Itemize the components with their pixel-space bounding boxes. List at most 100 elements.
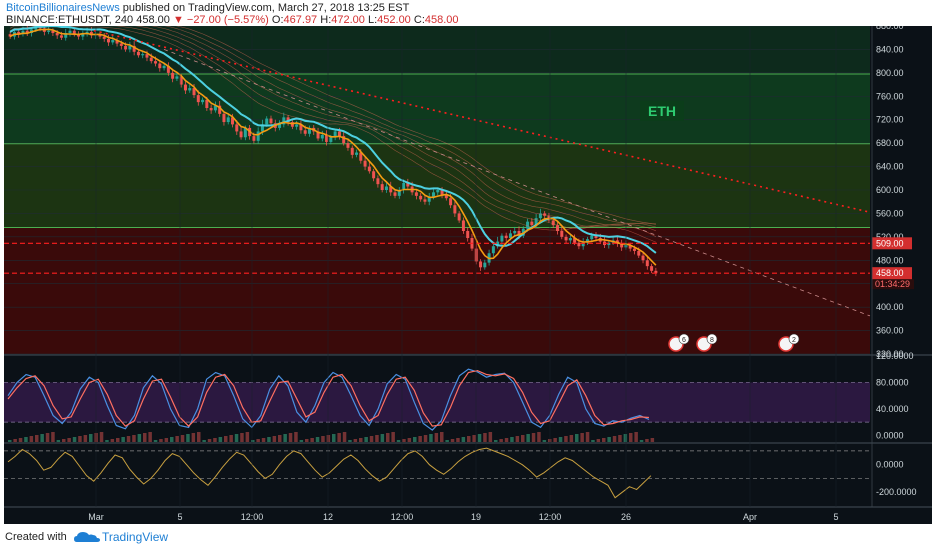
volume-bar [612,436,617,442]
candle-body [654,270,658,274]
candle-body [188,88,192,91]
close-label: C: [413,14,425,26]
candle-body [295,124,299,127]
chart-svg[interactable]: 880.00840.00800.00760.00720.00680.00640.… [4,13,932,524]
price-tick-label: 320.00 [876,349,904,359]
volume-bar [569,435,574,442]
volume-bar [321,436,325,442]
volume-bar [353,439,358,442]
volume-bar [229,435,233,442]
ribbon-line [9,25,657,243]
volume-bar [537,432,541,442]
volume-bar [418,436,422,442]
candle-body [449,198,453,206]
candle-body [21,30,25,35]
candle-body [316,131,320,139]
volume-bar [116,438,120,442]
volume-bar [62,439,66,442]
candle-body [632,248,636,251]
volume-bar [278,435,282,442]
volume-bar [272,436,277,442]
time-tick-label: 26 [621,512,631,522]
candle-body [419,195,423,200]
candle-body [440,190,444,195]
candle-body [551,220,555,226]
candle-body [637,250,641,256]
volume-bar [558,437,563,442]
candle-body [175,76,179,79]
cci-tick-label: 0.0000 [876,460,904,470]
publish-line: BitcoinBillionairesNews published on Tra… [6,2,409,14]
volume-bar [180,435,185,442]
price-tick-label: 400.00 [876,302,904,312]
volume-bar [391,432,395,442]
event-count-badge [706,333,718,345]
volume-bar [413,437,417,442]
volume-bar [29,436,34,442]
volume-bar [369,436,374,442]
symbol-label[interactable]: BINANCE:ETHUSDT, 240 [6,14,134,26]
chart-area[interactable]: 880.00 840.00 800.00 760.00 720.00 680.00 640.… [4,13,932,524]
candle-body [517,231,521,236]
volume-bar [504,438,509,442]
candle-body [590,235,594,240]
volume-bar [337,433,341,442]
candle-body [98,34,102,37]
price-label-box [872,267,912,280]
candle-body [231,117,235,125]
candle-body [252,136,256,141]
published-text: published on TradingView.com, March 27, … [122,2,410,14]
candle-body [205,99,209,108]
price-label-text: 458.00 [876,268,904,278]
volume-bar [526,434,530,442]
time-tick-label: 5 [177,512,182,522]
volume-bar [596,439,601,442]
candle-body [530,221,534,226]
candle-body [51,30,55,34]
candle-body [183,84,187,91]
volume-bar [8,440,12,442]
candle-body [166,65,170,73]
candle-body [226,117,230,123]
tradingview-brand-link[interactable]: TradingView [102,530,169,544]
tradingview-cloud-icon[interactable] [74,530,100,544]
volume-bar [407,438,412,442]
volume-bar [429,434,433,442]
volume-bar [137,434,142,442]
volume-bar [515,436,520,442]
candle-body [568,238,572,241]
candle-body [115,40,119,44]
candle-body [239,131,243,138]
volume-bar [629,433,633,442]
volume-bar [375,435,379,442]
time-tick-label: Mar [88,512,104,522]
projection-dashed-line [163,49,871,317]
candle-body [141,54,145,56]
volume-bar [342,432,347,442]
candle-body [423,199,427,202]
candle-body [286,117,290,123]
volume-bar [202,440,206,442]
stoch-tick-label: 80.0000 [876,377,909,387]
publisher-link[interactable]: BitcoinBillionairesNews [6,2,120,14]
event-count-text: 2 [792,337,796,344]
volume-bar [24,437,28,442]
chart-header: BitcoinBillionairesNews published on Tra… [0,0,932,26]
candle-body [389,186,393,193]
volume-bar [35,435,39,442]
candle-body [346,143,350,148]
volume-bar [423,435,428,442]
volume-bar [553,438,557,442]
candle-body [466,231,470,239]
candle-body [132,45,136,52]
volume-bar [639,440,644,442]
candle-body [397,190,401,196]
volume-bar [359,438,363,442]
volume-bar [472,435,476,442]
candle-body [119,43,123,46]
zone-upper-green [4,74,870,144]
volume-bar [602,438,606,442]
ohlc-line: BINANCE:ETHUSDT, 240 458.00 ▼ −27.00 (−5… [6,14,459,26]
candle-body [320,134,324,139]
volume-bar [326,435,331,442]
